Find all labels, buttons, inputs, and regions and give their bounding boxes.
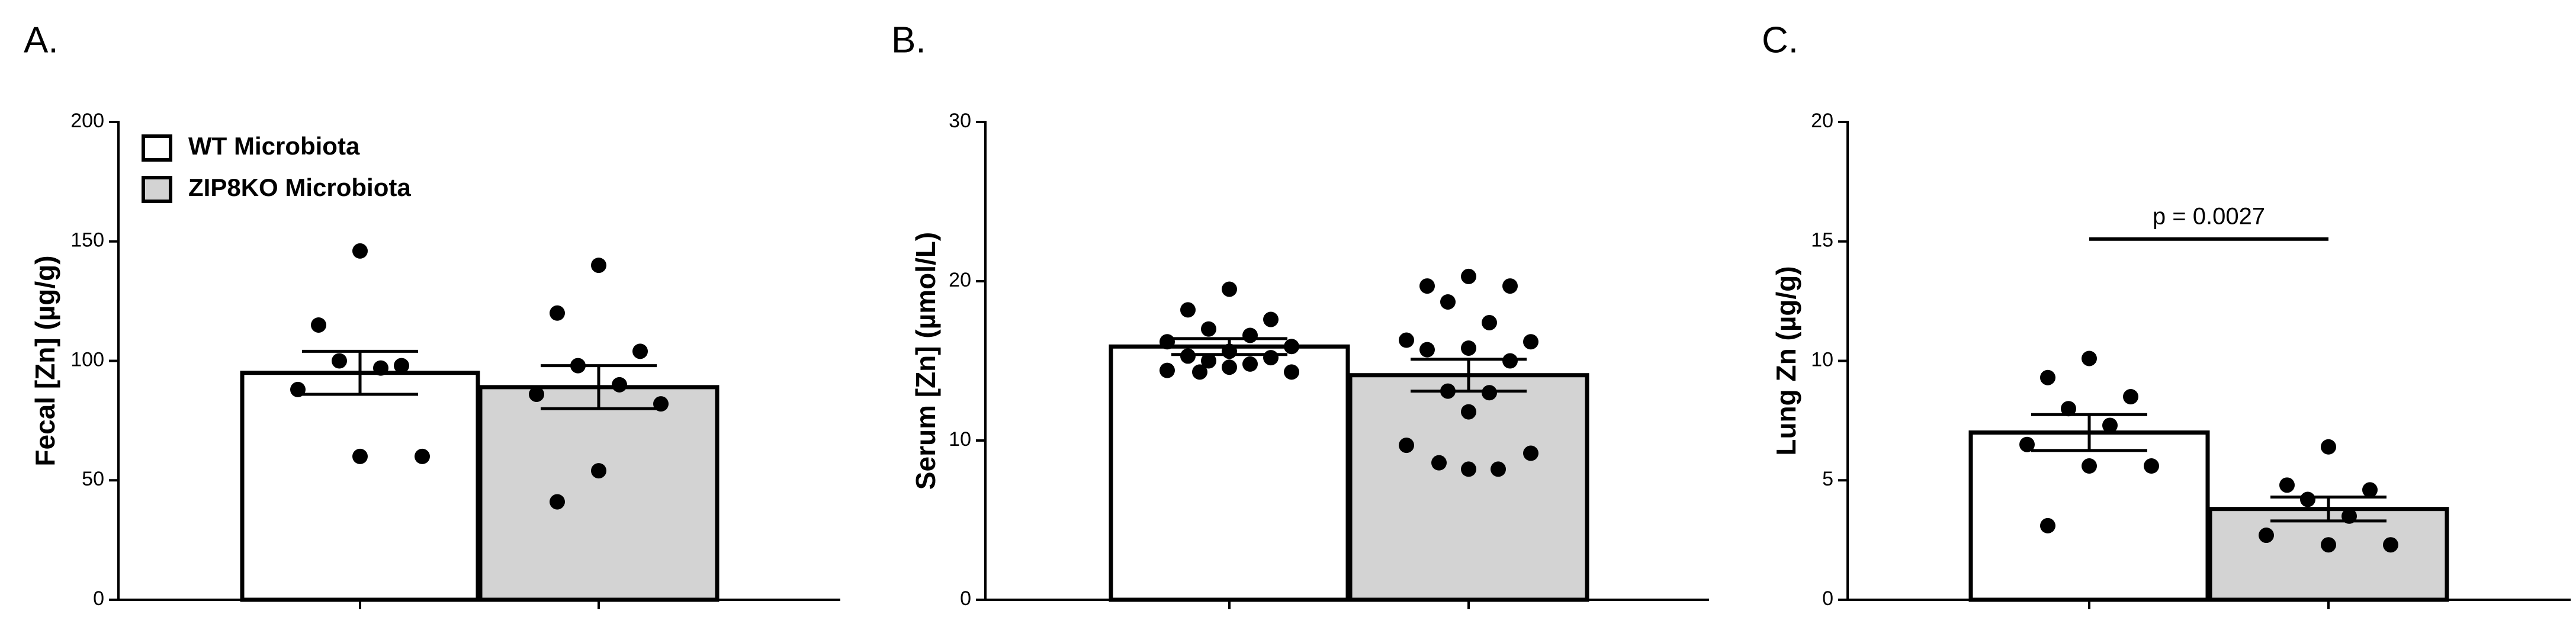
data-point [1399, 332, 1414, 348]
data-point [311, 317, 326, 333]
data-point [1201, 353, 1216, 369]
data-point [1263, 350, 1279, 366]
data-point [1491, 461, 1506, 477]
data-point [1222, 359, 1237, 375]
y-tick-label: 100 [70, 348, 104, 371]
data-point [591, 463, 606, 479]
data-point [1523, 445, 1538, 461]
y-axis-title: Serum [Zn] (µmol/L) [910, 232, 941, 490]
data-point [591, 258, 606, 274]
data-point [2144, 458, 2159, 474]
data-point [2061, 401, 2076, 417]
data-point [529, 386, 544, 402]
data-point [1461, 461, 1476, 477]
data-point [1284, 339, 1299, 355]
bar [1109, 344, 1350, 602]
data-point [1419, 342, 1435, 358]
data-point [1502, 278, 1518, 294]
legend-swatch [142, 134, 172, 162]
data-point [1440, 294, 1456, 310]
data-point [2040, 369, 2055, 385]
y-tick-label: 0 [93, 587, 104, 610]
data-point [2300, 491, 2315, 507]
y-axis-title: Fecal [Zn] (µg/g) [30, 255, 60, 466]
data-point [1419, 278, 1435, 294]
data-point [2383, 537, 2398, 553]
data-point [1461, 268, 1476, 284]
data-point [2102, 417, 2118, 433]
data-point [415, 448, 430, 464]
y-tick-label: 150 [70, 229, 104, 252]
data-point [2321, 439, 2336, 455]
data-point [653, 396, 669, 412]
data-point [1159, 362, 1175, 378]
legend-label: WT Microbiota [188, 132, 360, 160]
data-point [550, 494, 565, 510]
data-point [352, 243, 368, 259]
data-point [1461, 404, 1476, 420]
y-tick-label: 30 [949, 110, 971, 132]
data-point [1461, 340, 1476, 356]
y-tick-label: 10 [1811, 348, 1833, 371]
data-point [1399, 438, 1414, 454]
y-tick-label: 0 [960, 587, 971, 610]
data-point [2279, 477, 2295, 493]
data-point [1482, 385, 1497, 401]
data-point [394, 358, 409, 374]
data-point [1431, 455, 1447, 471]
data-point [550, 305, 565, 321]
data-point [612, 377, 627, 393]
data-point [2040, 517, 2055, 533]
data-point [352, 448, 368, 464]
data-point [1242, 356, 1258, 372]
panel-label: A. [24, 20, 59, 60]
bar [478, 385, 720, 602]
y-tick-label: 200 [70, 110, 104, 132]
panel-label: C. [1762, 20, 1798, 60]
y-tick-label: 20 [949, 269, 971, 291]
data-point [1159, 334, 1175, 350]
legend-swatch [142, 176, 172, 203]
data-point [1284, 364, 1299, 380]
y-tick-label: 0 [1822, 587, 1833, 610]
data-point [2259, 528, 2274, 544]
bar [1968, 430, 2210, 602]
data-point [632, 343, 648, 359]
data-point [332, 353, 347, 369]
y-tick-label: 50 [82, 468, 104, 490]
data-point [1263, 311, 1279, 327]
p-value: p = 0.0027 [2153, 203, 2265, 229]
y-tick-label: 10 [949, 428, 971, 451]
data-point [1201, 321, 1216, 337]
data-point [2019, 436, 2035, 452]
y-tick-label: 15 [1811, 229, 1833, 252]
data-point [2082, 458, 2097, 474]
data-point [1180, 348, 1196, 364]
data-point [1502, 353, 1518, 369]
data-point [1180, 302, 1196, 318]
data-point [2123, 389, 2138, 405]
data-point [1222, 281, 1237, 297]
bar [240, 371, 480, 602]
data-point [1242, 327, 1258, 343]
data-point [1482, 314, 1497, 330]
data-point [373, 360, 388, 376]
data-point [2082, 351, 2097, 366]
panel-label: B. [891, 20, 926, 60]
data-point [1523, 334, 1538, 350]
data-point [2362, 482, 2378, 498]
bar [2208, 507, 2449, 602]
data-point [290, 381, 306, 397]
legend-label: ZIP8KO Microbiota [188, 173, 411, 201]
y-axis-title: Lung Zn (µg/g) [1771, 266, 1801, 455]
y-tick-label: 20 [1811, 110, 1833, 132]
data-point [1192, 364, 1207, 380]
data-point [2321, 537, 2336, 553]
y-tick-label: 5 [1822, 468, 1833, 490]
